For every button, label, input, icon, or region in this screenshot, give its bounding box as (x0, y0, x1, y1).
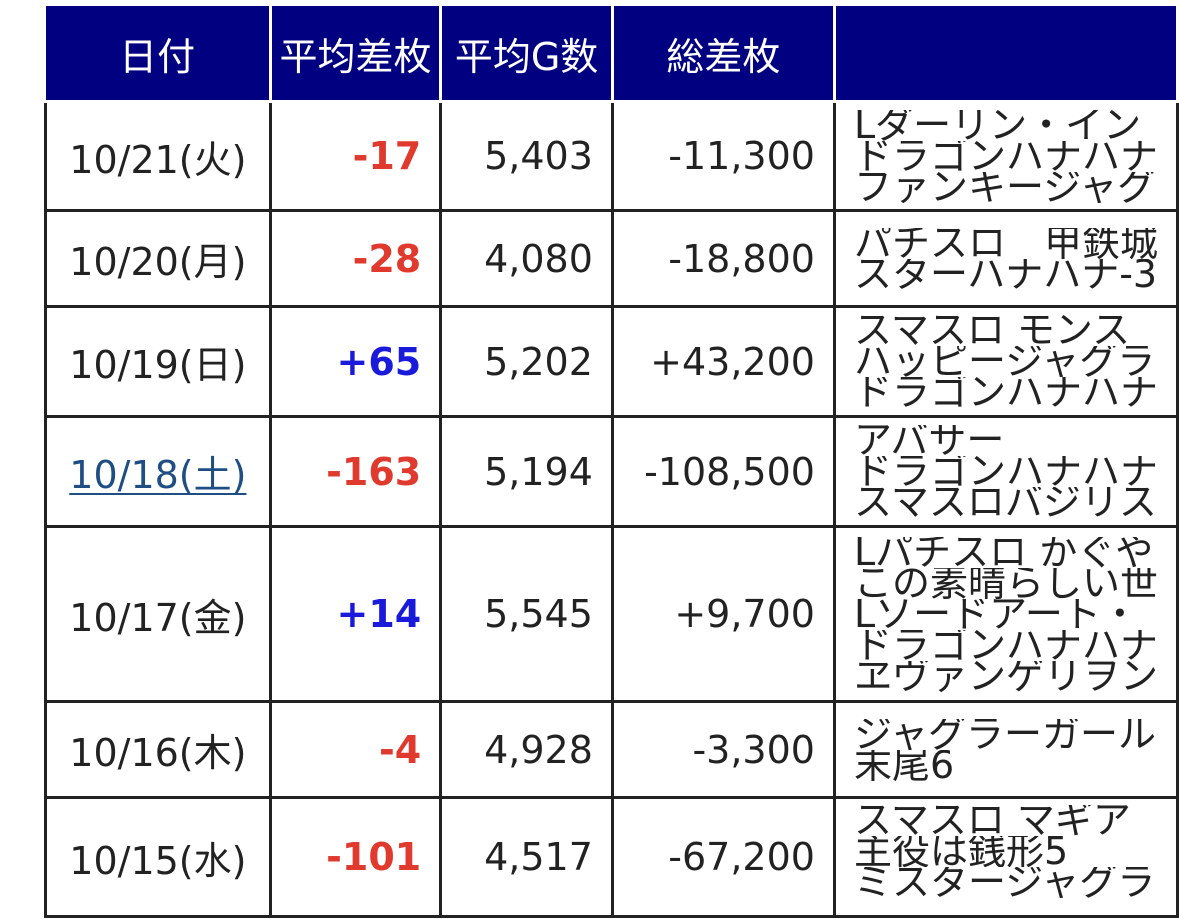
machine-name: ファンキージャグ (853, 171, 1156, 203)
table-row: 10/19(日) +65 5,202 +43,200 スマスロ モンス ハッピー… (44, 305, 1179, 418)
machine-name: ヱヴァンゲリヲン (853, 660, 1158, 692)
row-date[interactable]: 10/16(木) (44, 700, 272, 799)
row-date[interactable]: 10/20(月) (44, 209, 272, 308)
row-avg-diff: -101 (268, 796, 443, 918)
row-avg-games: 4,517 (439, 796, 614, 918)
header-avg-games: 平均G数 (439, 6, 614, 103)
machine-name: 主役は銭形5 (853, 836, 1069, 867)
machine-name: Lダーリン・イン (853, 109, 1142, 141)
row-date[interactable]: 10/17(金) (44, 525, 272, 703)
header-machines (832, 6, 1179, 103)
row-date[interactable]: 10/21(火) (44, 100, 272, 212)
row-avg-games: 5,202 (439, 305, 614, 418)
table-row: 10/17(金) +14 5,545 +9,700 Lパチスロ かぐや この素晴… (44, 525, 1179, 703)
row-total-diff: +43,200 (610, 305, 836, 418)
header-date: 日付 (45, 6, 272, 103)
row-avg-diff: -17 (268, 100, 443, 212)
machine-name: スターハナハナ-3 (853, 258, 1158, 290)
machine-name: この素晴らしい世 (853, 567, 1158, 599)
header-total-diff: 総差枚 (610, 6, 836, 103)
machine-name: アバサー (853, 425, 1005, 456)
row-machines: アバサー ドラゴンハナハナ スマスロバジリス (832, 415, 1179, 528)
machine-name: ドラゴンハナハナ (853, 377, 1158, 408)
row-machines: Lダーリン・イン ドラゴンハナハナ ファンキージャグ (832, 100, 1179, 212)
table-row: 10/15(水) -101 4,517 -67,200 スマスロ マギア 主役は… (44, 796, 1179, 918)
table-row: 10/21(火) -17 5,403 -11,300 Lダーリン・イン ドラゴン… (44, 100, 1179, 212)
header-avg-diff: 平均差枚 (268, 6, 443, 103)
machine-name: スマスロ マギア (853, 805, 1131, 836)
row-avg-games: 5,545 (439, 525, 614, 703)
table-header-row: 日付 平均差枚 平均G数 総差枚 (45, 6, 1179, 103)
row-total-diff: -11,300 (610, 100, 836, 212)
table-row: 10/16(木) -4 4,928 -3,300 ジャグラーガール 末尾6 (44, 700, 1179, 799)
row-machines: ジャグラーガール 末尾6 (832, 700, 1179, 799)
row-total-diff: -67,200 (610, 796, 836, 918)
machine-name: ハッピージャグラ (853, 346, 1156, 377)
machine-name: 末尾6 (853, 749, 955, 781)
machine-name: ドラゴンハナハナ (853, 629, 1158, 661)
machine-name: ドラゴンハナハナ (853, 456, 1158, 487)
row-date-link[interactable]: 10/18(土) (44, 415, 272, 528)
row-avg-diff: -163 (268, 415, 443, 528)
row-avg-diff: +65 (268, 305, 443, 418)
machine-name: Lソードアート・ (853, 598, 1139, 630)
row-total-diff: -18,800 (610, 209, 836, 308)
machine-name: Lパチスロ かぐや (853, 536, 1154, 568)
row-date[interactable]: 10/19(日) (44, 305, 272, 418)
row-machines: スマスロ モンス ハッピージャグラ ドラゴンハナハナ (832, 305, 1179, 418)
machine-name: パチスロ 甲鉄城 (853, 227, 1158, 259)
row-total-diff: +9,700 (610, 525, 836, 703)
row-machines: Lパチスロ かぐや この素晴らしい世 Lソードアート・ ドラゴンハナハナ ヱヴァ… (832, 525, 1179, 703)
row-avg-games: 5,403 (439, 100, 614, 212)
row-total-diff: -3,300 (610, 700, 836, 799)
row-avg-games: 4,080 (439, 209, 614, 308)
table-row: 10/18(土) -163 5,194 -108,500 アバサー ドラゴンハナ… (44, 415, 1179, 528)
daily-results-table: 日付 平均差枚 平均G数 総差枚 10/21(火) -17 5,403 -11,… (44, 6, 1179, 918)
machine-name: ミスタージャグラ (853, 867, 1156, 898)
machine-name: スマスロ モンス (853, 315, 1131, 346)
machine-name: ジャグラーガール (853, 718, 1157, 750)
row-total-diff: -108,500 (610, 415, 836, 528)
row-avg-games: 4,928 (439, 700, 614, 799)
row-machines: スマスロ マギア 主役は銭形5 ミスタージャグラ (832, 796, 1179, 918)
row-avg-diff: -28 (268, 209, 443, 308)
row-avg-diff: +14 (268, 525, 443, 703)
row-date[interactable]: 10/15(水) (44, 796, 272, 918)
machine-name: スマスロバジリス (853, 487, 1157, 518)
row-avg-diff: -4 (268, 700, 443, 799)
row-machines: パチスロ 甲鉄城 スターハナハナ-3 (832, 209, 1179, 308)
machine-name: ドラゴンハナハナ (853, 140, 1158, 172)
row-avg-games: 5,194 (439, 415, 614, 528)
table-row: 10/20(月) -28 4,080 -18,800 パチスロ 甲鉄城 スターハ… (44, 209, 1179, 308)
